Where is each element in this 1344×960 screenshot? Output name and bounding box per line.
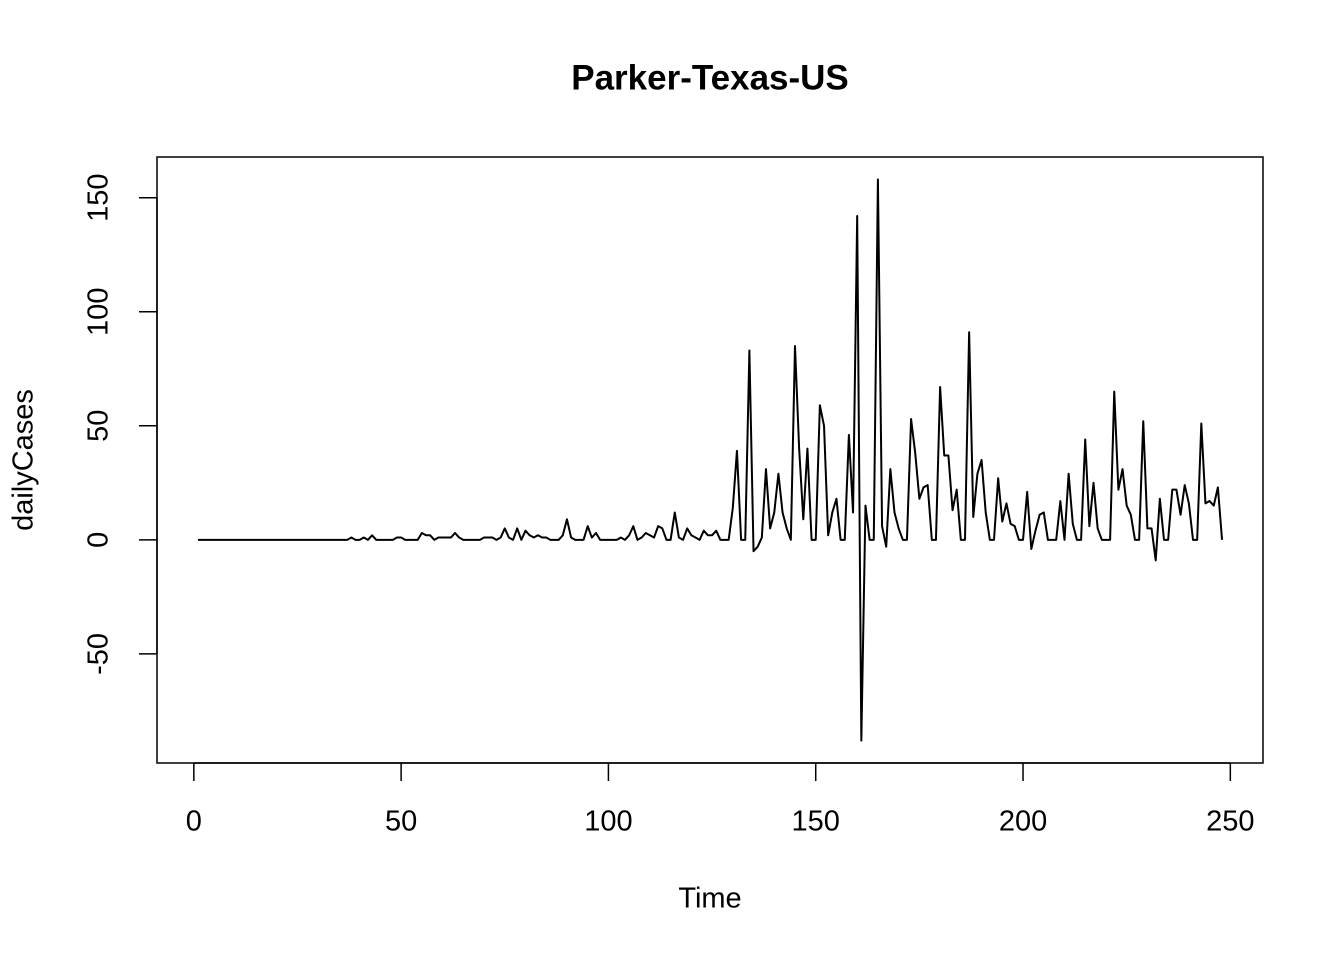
y-tick-label: 0 bbox=[83, 532, 115, 548]
y-tick-label: 50 bbox=[83, 410, 115, 442]
y-axis-label: dailyCases bbox=[8, 389, 40, 531]
y-tick-label: 150 bbox=[83, 173, 115, 221]
x-tick-label: 200 bbox=[999, 806, 1047, 838]
x-tick-label: 100 bbox=[584, 806, 632, 838]
y-tick-label: -50 bbox=[83, 633, 115, 675]
x-tick-label: 0 bbox=[186, 806, 202, 838]
x-tick-label: 50 bbox=[385, 806, 417, 838]
x-tick-label: 150 bbox=[792, 806, 840, 838]
x-axis-label: Time bbox=[678, 883, 741, 915]
y-tick-label: 100 bbox=[83, 288, 115, 336]
line-series bbox=[197, 178, 1224, 742]
chart-title: Parker-Texas-US bbox=[571, 58, 849, 97]
plot-box bbox=[156, 156, 1264, 764]
x-tick-label: 250 bbox=[1206, 806, 1254, 838]
